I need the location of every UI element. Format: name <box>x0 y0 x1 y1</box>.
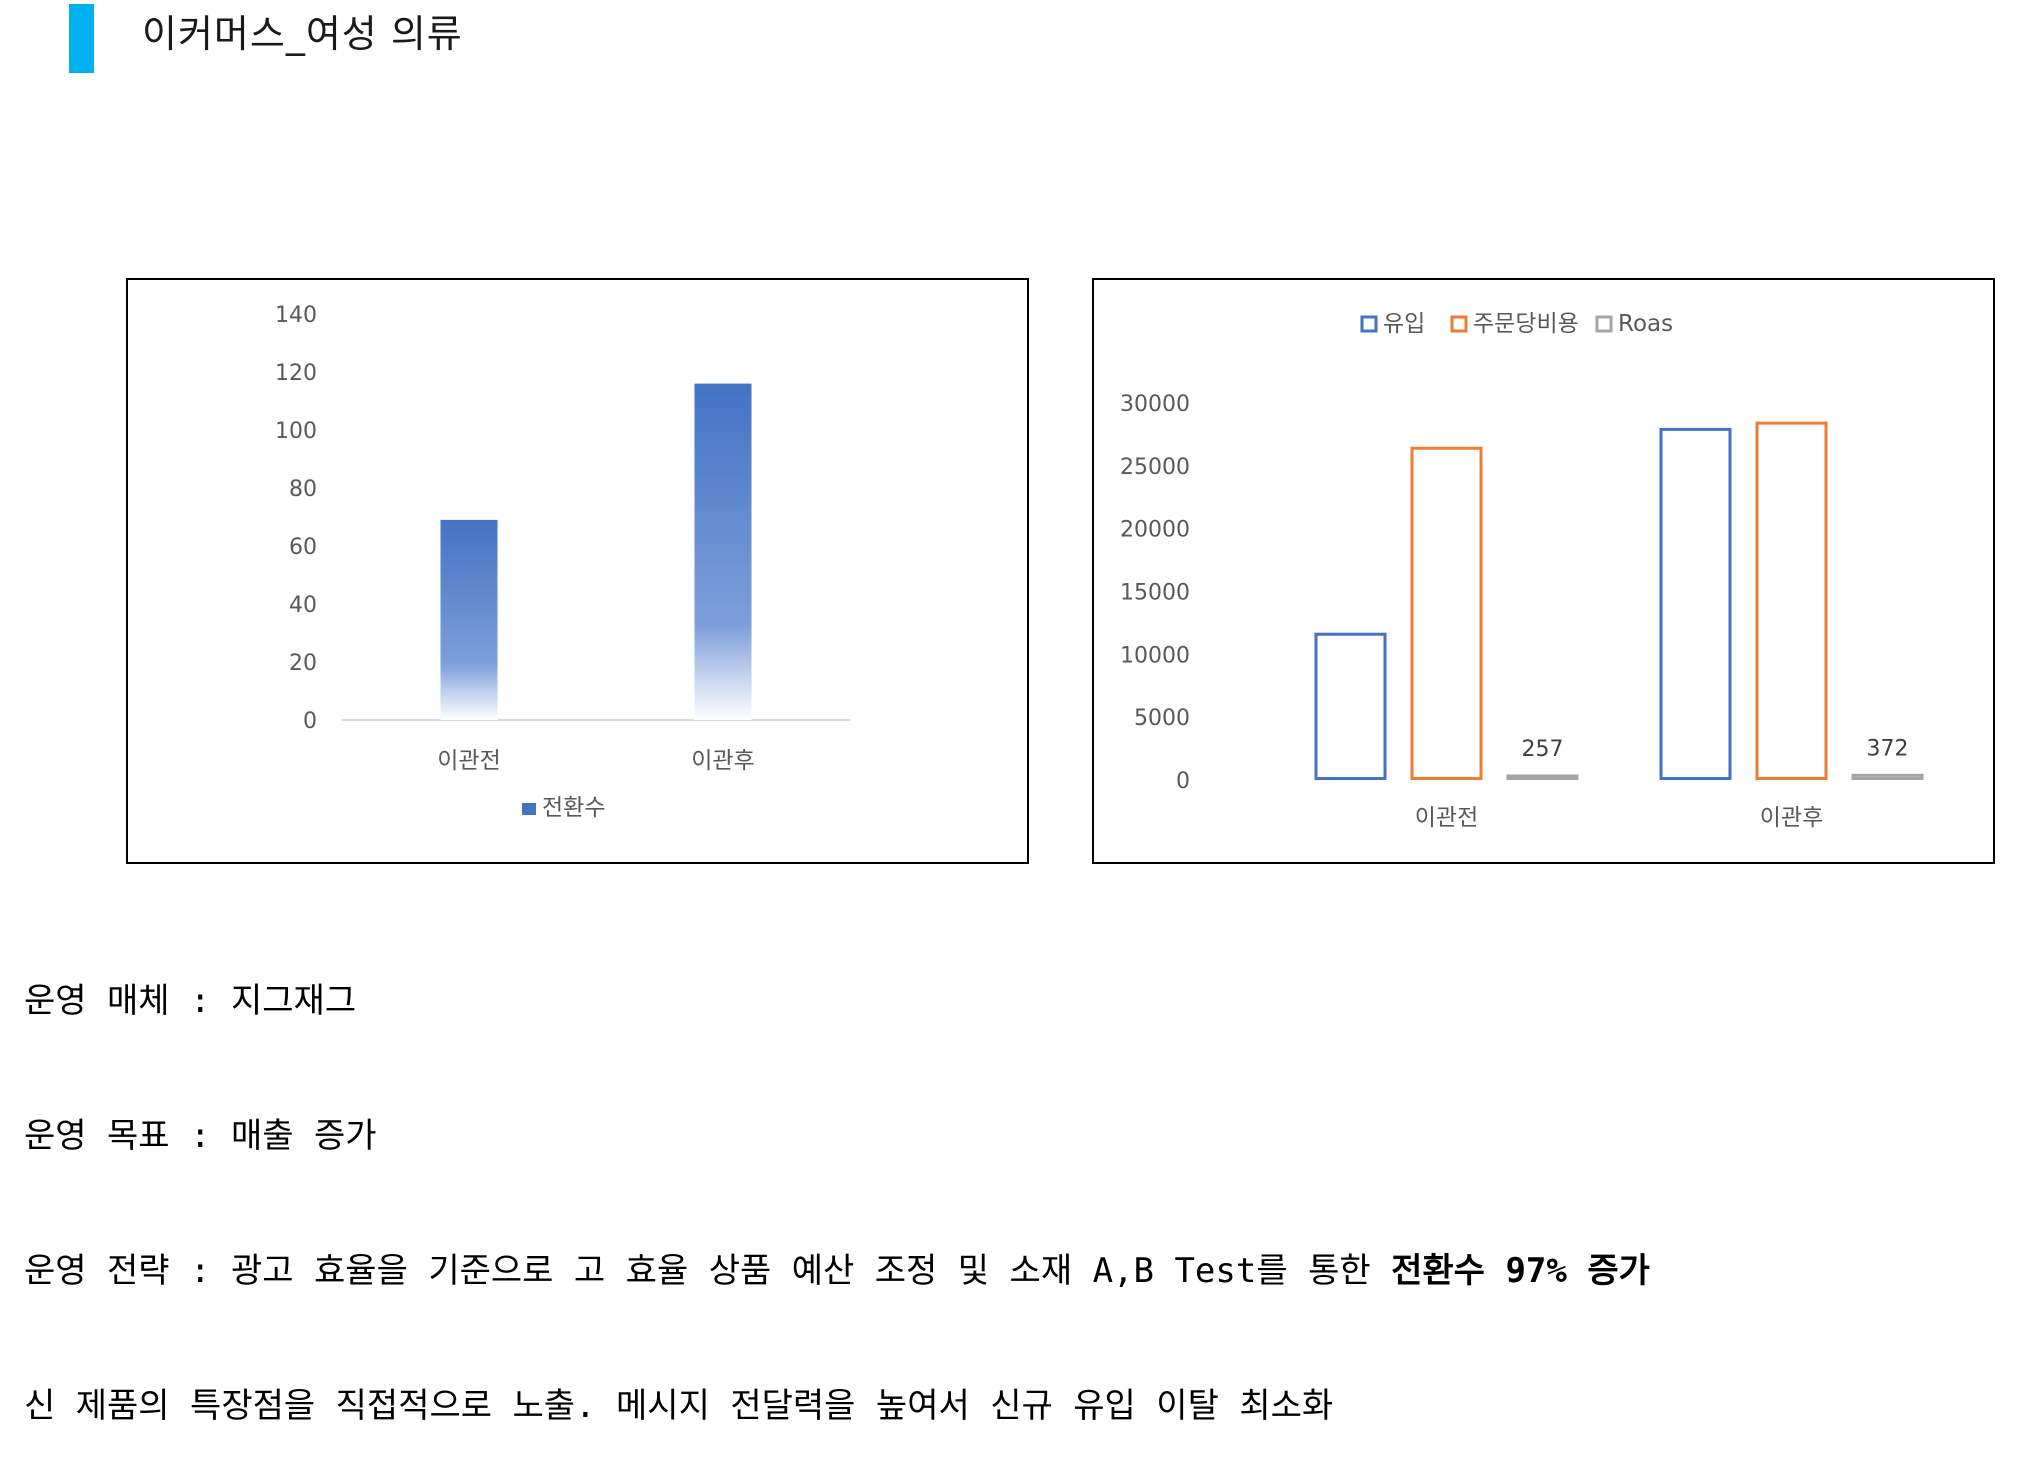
legend-label-Roas: Roas <box>1618 311 1673 337</box>
legend-swatch-주문당비용 <box>1450 315 1468 333</box>
legend-swatch-Roas <box>1595 315 1613 333</box>
y-tick-label: 10000 <box>1120 643 1190 668</box>
y-tick-label: 80 <box>289 477 317 502</box>
strategy-text: 운영 전략 : 광고 효율을 기준으로 고 효율 상품 예산 조정 및 소재 A… <box>24 1251 1392 1291</box>
bar-Roas <box>1506 774 1579 780</box>
legend-swatch-전환수 <box>522 803 536 815</box>
traffic-cost-roas-chart: 0 5000 10000 15000 20000 25000 30000 257 이관전 372 이… <box>1092 278 1995 864</box>
bar-유입 <box>1659 427 1732 780</box>
y-tick-label: 60 <box>289 535 317 560</box>
description-line-channel: 운영 매체 : 지그재그 <box>24 981 357 1021</box>
description-line-creative: 신 제품의 특장점을 직접적으로 노출. 메시지 전달력을 높여서 신규 유입 … <box>24 1386 1334 1426</box>
bar-Roas <box>1851 773 1924 780</box>
bar-유입 <box>1314 632 1387 780</box>
y-tick-label: 30000 <box>1120 392 1190 417</box>
x-category-label: 이관전 <box>1415 805 1478 831</box>
x-category-label: 이관후 <box>691 748 754 774</box>
bar-전환수 <box>694 383 752 720</box>
strategy-emphasis-percent: 97% <box>1484 1251 1588 1291</box>
legend-swatch-유입 <box>1360 315 1378 333</box>
y-tick-label: 20000 <box>1120 518 1190 543</box>
y-tick-label: 25000 <box>1120 455 1190 480</box>
data-label-Roas: 257 <box>1522 737 1564 762</box>
description-line-goal: 운영 목표 : 매출 증가 <box>24 1116 377 1156</box>
y-tick-label: 0 <box>303 709 317 734</box>
traffic-cost-roas-chart-svg: 0 5000 10000 15000 20000 25000 30000 257 이관전 372 이… <box>1120 311 1924 831</box>
description-line-strategy: 운영 전략 : 광고 효율을 기준으로 고 효율 상품 예산 조정 및 소재 A… <box>24 1249 1650 1294</box>
legend-label-전환수: 전환수 <box>542 795 605 821</box>
x-category-label: 이관전 <box>437 748 500 774</box>
data-label-Roas: 372 <box>1867 736 1909 761</box>
bar-주문당비용 <box>1755 421 1828 781</box>
strategy-emphasis-increase: 증가 <box>1587 1251 1650 1291</box>
title-accent-bar <box>69 4 94 73</box>
y-tick-label: 20 <box>289 651 317 676</box>
legend-label-주문당비용: 주문당비용 <box>1473 311 1579 337</box>
y-tick-label: 5000 <box>1134 706 1190 731</box>
y-tick-label: 100 <box>275 419 317 444</box>
y-tick-label: 15000 <box>1120 581 1190 606</box>
y-tick-label: 40 <box>289 593 317 618</box>
campaign-description: 운영 매체 : 지그재그 운영 목표 : 매출 증가 운영 전략 : 광고 효율… <box>24 889 1650 1474</box>
y-tick-label: 120 <box>275 361 317 386</box>
bar-전환수 <box>440 519 498 720</box>
strategy-emphasis-metric: 전환수 <box>1391 1251 1485 1291</box>
page-title: 이커머스_여성 의류 <box>142 12 463 56</box>
y-tick-label: 0 <box>1176 769 1190 794</box>
bar-주문당비용 <box>1410 446 1483 781</box>
y-tick-label: 140 <box>275 303 317 328</box>
legend-label-유입: 유입 <box>1383 311 1425 337</box>
x-category-label: 이관후 <box>1760 805 1823 831</box>
